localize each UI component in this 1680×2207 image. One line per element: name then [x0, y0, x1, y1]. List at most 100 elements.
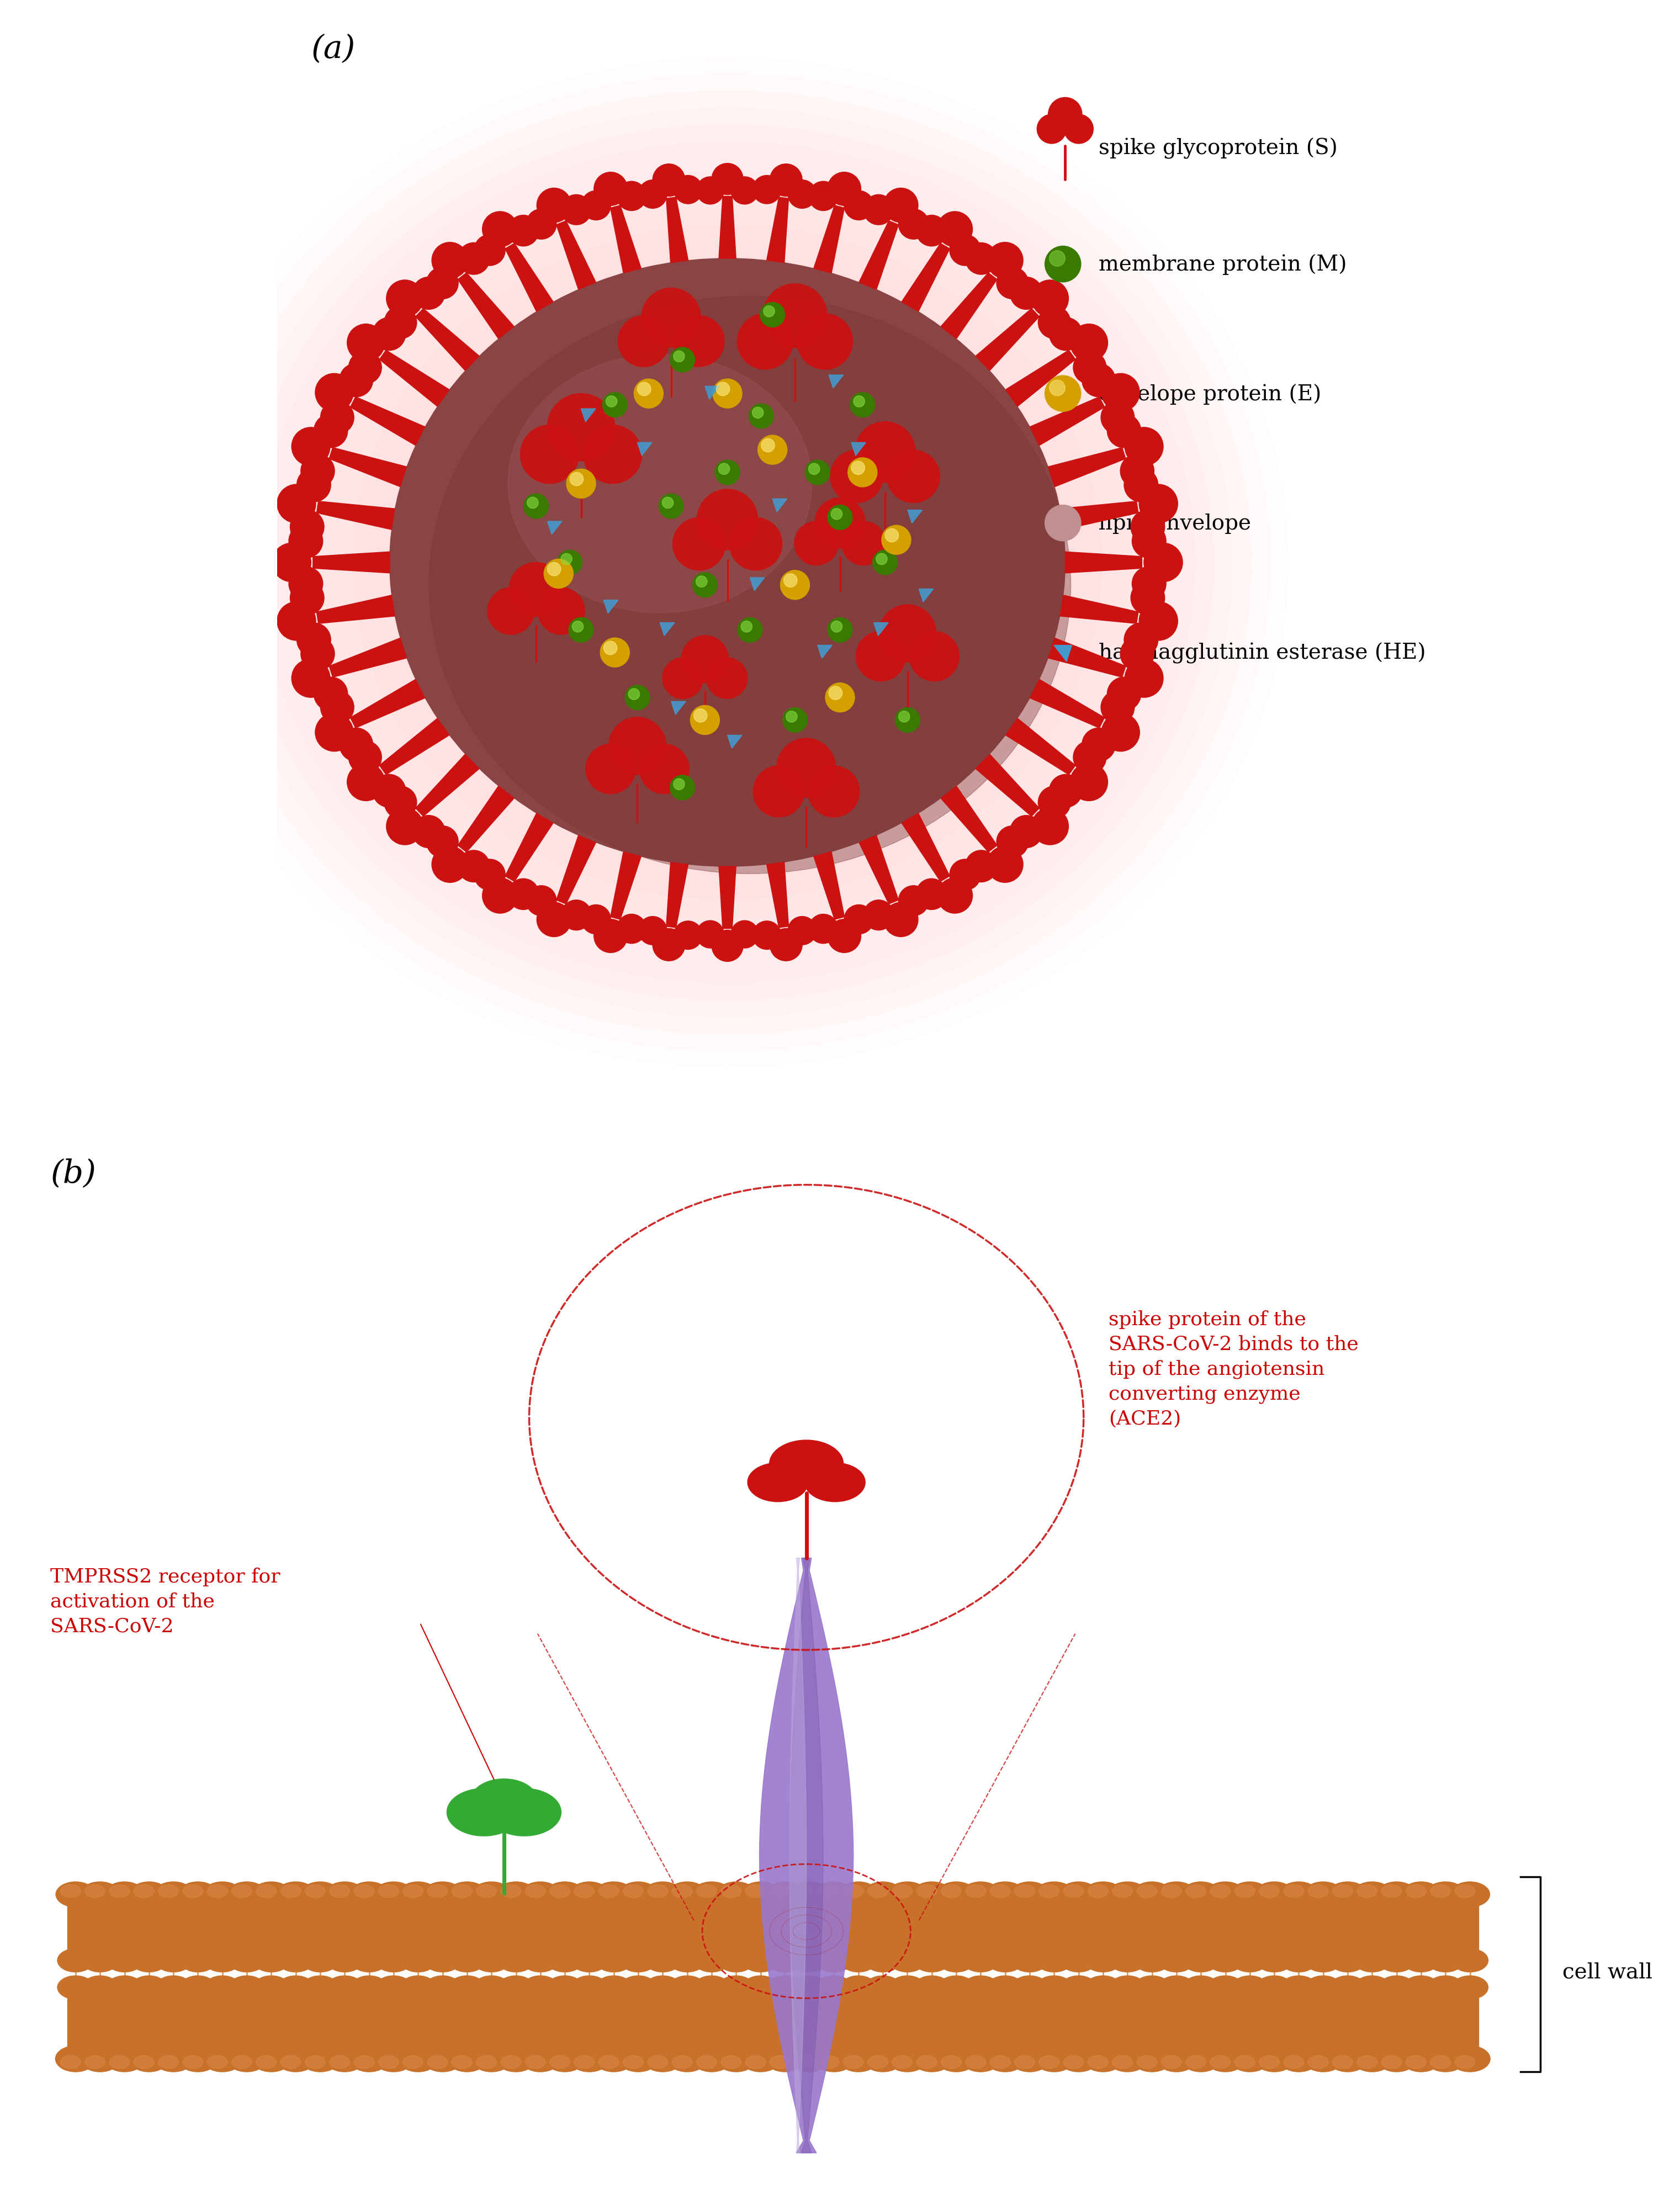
Circle shape	[892, 2055, 912, 2068]
Circle shape	[642, 2046, 682, 2072]
Circle shape	[180, 1949, 217, 1973]
Circle shape	[617, 181, 647, 212]
Circle shape	[842, 521, 885, 565]
Circle shape	[887, 1883, 927, 1907]
Circle shape	[82, 1949, 118, 1973]
Circle shape	[1186, 2055, 1206, 2068]
Circle shape	[349, 1883, 390, 1907]
Circle shape	[1305, 1949, 1341, 1973]
Circle shape	[843, 192, 874, 221]
Circle shape	[546, 1975, 583, 2000]
Polygon shape	[415, 755, 479, 817]
Circle shape	[526, 885, 556, 916]
Circle shape	[549, 1885, 570, 1898]
Circle shape	[277, 1975, 314, 2000]
Circle shape	[1186, 1885, 1206, 1898]
Polygon shape	[1060, 501, 1139, 530]
Polygon shape	[858, 221, 899, 289]
Circle shape	[339, 728, 373, 761]
Circle shape	[1038, 786, 1070, 819]
Polygon shape	[667, 199, 689, 263]
Circle shape	[205, 1949, 240, 1973]
Circle shape	[623, 2055, 643, 2068]
Circle shape	[228, 1975, 265, 2000]
Polygon shape	[457, 786, 514, 852]
Circle shape	[694, 1949, 729, 1973]
Circle shape	[1354, 1975, 1391, 2000]
Circle shape	[986, 243, 1023, 278]
Circle shape	[786, 711, 798, 722]
Circle shape	[1084, 2046, 1124, 2072]
Polygon shape	[380, 351, 449, 406]
Circle shape	[672, 519, 726, 572]
Circle shape	[538, 188, 571, 223]
Circle shape	[1089, 2055, 1109, 2068]
Polygon shape	[919, 589, 934, 603]
Circle shape	[1010, 817, 1043, 847]
Circle shape	[899, 210, 929, 241]
Circle shape	[82, 1975, 118, 2000]
Circle shape	[291, 510, 324, 545]
Circle shape	[131, 1949, 166, 1973]
Circle shape	[544, 1883, 585, 1907]
Circle shape	[1139, 486, 1178, 523]
Circle shape	[917, 1885, 937, 1898]
Polygon shape	[941, 274, 996, 340]
Circle shape	[717, 1949, 754, 1973]
Circle shape	[548, 563, 561, 576]
Circle shape	[1309, 1885, 1329, 1898]
Polygon shape	[670, 702, 685, 715]
Circle shape	[1183, 1975, 1220, 2000]
Circle shape	[795, 521, 838, 565]
Polygon shape	[312, 552, 390, 574]
Circle shape	[180, 1975, 217, 2000]
Circle shape	[864, 900, 894, 931]
Circle shape	[1354, 1949, 1391, 1973]
Circle shape	[1010, 1883, 1050, 1907]
Circle shape	[178, 1883, 218, 1907]
Circle shape	[477, 1885, 497, 1898]
Circle shape	[1381, 1885, 1401, 1898]
Circle shape	[1257, 1975, 1292, 2000]
Text: haemagglutinin esterase (HE): haemagglutinin esterase (HE)	[1099, 642, 1426, 664]
Circle shape	[1124, 468, 1158, 503]
Circle shape	[843, 905, 874, 934]
Circle shape	[339, 364, 373, 397]
Polygon shape	[506, 814, 553, 883]
Circle shape	[1406, 2055, 1426, 2068]
Circle shape	[386, 808, 423, 845]
Circle shape	[659, 494, 684, 519]
Circle shape	[843, 1885, 864, 1898]
Circle shape	[652, 163, 685, 196]
Circle shape	[990, 2055, 1010, 2068]
Circle shape	[647, 1885, 667, 1898]
Circle shape	[373, 318, 405, 351]
Circle shape	[351, 1949, 388, 1973]
Circle shape	[963, 1949, 1000, 1973]
Circle shape	[403, 1885, 423, 1898]
Circle shape	[712, 380, 743, 408]
Text: lipid envelope: lipid envelope	[1099, 512, 1252, 534]
Circle shape	[449, 1975, 486, 2000]
Circle shape	[509, 563, 563, 616]
Circle shape	[250, 1883, 291, 1907]
Circle shape	[669, 1949, 706, 1973]
Circle shape	[281, 2055, 301, 2068]
Circle shape	[1425, 2046, 1465, 2072]
Circle shape	[326, 1949, 363, 1973]
Circle shape	[400, 1949, 437, 1973]
Circle shape	[1379, 1949, 1415, 1973]
Circle shape	[427, 825, 459, 859]
Circle shape	[1452, 1975, 1488, 2000]
Circle shape	[1450, 2046, 1490, 2072]
Circle shape	[990, 1885, 1010, 1898]
Circle shape	[1074, 742, 1105, 775]
Circle shape	[561, 554, 573, 565]
Circle shape	[1284, 2055, 1304, 2068]
Circle shape	[1063, 1885, 1084, 1898]
Circle shape	[1037, 1975, 1072, 2000]
Circle shape	[647, 2055, 667, 2068]
Circle shape	[1010, 278, 1043, 309]
Circle shape	[385, 786, 417, 819]
Circle shape	[521, 426, 580, 483]
